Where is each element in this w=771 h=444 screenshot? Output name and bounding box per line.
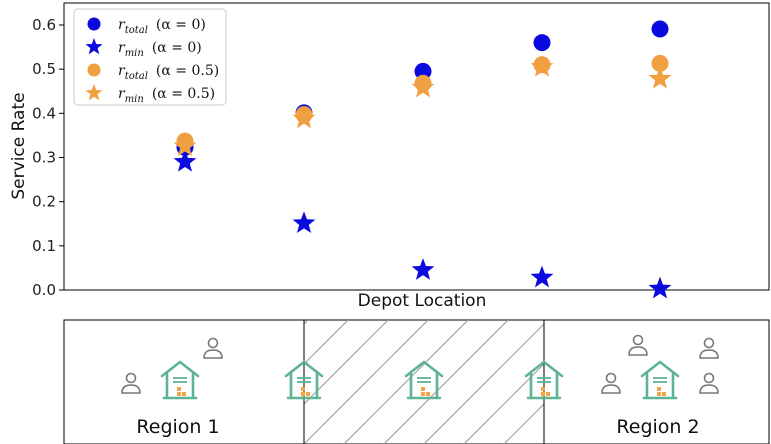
legend-alpha: (α = 0) bbox=[156, 17, 206, 33]
hatch-line bbox=[224, 320, 348, 444]
person-icon bbox=[122, 374, 140, 394]
data-point bbox=[293, 107, 316, 129]
data-point bbox=[174, 150, 197, 172]
plot-area: 0.0 0.1 0.2 0.3 0.4 0.5 0.6 Service Rate Depot… bbox=[9, 3, 769, 311]
hatch-line bbox=[464, 320, 588, 444]
person-icon bbox=[700, 374, 718, 394]
data-point bbox=[293, 211, 316, 233]
warehouse-icon bbox=[406, 362, 442, 398]
y-axis-label: Service Rate bbox=[9, 92, 29, 199]
legend-marker bbox=[88, 64, 101, 77]
person-icon bbox=[204, 339, 222, 359]
warehouse-icon bbox=[162, 362, 198, 398]
legend-marker bbox=[88, 18, 101, 31]
hatch-line bbox=[344, 320, 468, 444]
diagram-icons bbox=[122, 336, 718, 399]
y-tick-label: 0.6 bbox=[32, 16, 56, 34]
data-point bbox=[534, 34, 551, 51]
legend-alpha: (α = 0) bbox=[152, 40, 202, 56]
legend-subscript: total bbox=[125, 71, 148, 82]
region-diagram: Region 1 Region 2 bbox=[64, 320, 771, 444]
warehouse-icon bbox=[642, 362, 678, 398]
x-axis-label: Depot Location bbox=[358, 291, 487, 311]
series-1 bbox=[174, 150, 672, 298]
y-tick-label: 0.0 bbox=[32, 281, 56, 299]
y-tick-label: 0.2 bbox=[32, 193, 56, 211]
y-tick-label: 0.5 bbox=[32, 60, 56, 78]
legend-subscript: min bbox=[125, 48, 144, 59]
person-icon bbox=[629, 336, 647, 356]
y-tick-label: 0.1 bbox=[32, 237, 56, 255]
hatch-line bbox=[744, 320, 771, 444]
data-point bbox=[652, 20, 669, 37]
region-1-label: Region 1 bbox=[136, 416, 219, 438]
person-icon bbox=[602, 374, 620, 394]
y-tick-label: 0.3 bbox=[32, 149, 56, 167]
legend: rtotal (α = 0)rmin (α = 0)rtotal (α = 0.5)r… bbox=[74, 9, 226, 105]
region-2-label: Region 2 bbox=[616, 416, 699, 438]
hatch-line bbox=[704, 320, 771, 444]
data-point bbox=[531, 55, 554, 77]
data-point bbox=[531, 266, 554, 288]
data-point bbox=[412, 76, 435, 98]
legend-subscript: total bbox=[125, 25, 148, 36]
legend-subscript: min bbox=[125, 94, 144, 105]
data-point bbox=[412, 258, 435, 280]
hatch-line bbox=[384, 320, 508, 444]
legend-alpha: (α = 0.5) bbox=[156, 63, 219, 79]
hatch-line bbox=[264, 320, 388, 444]
y-tick-label: 0.4 bbox=[32, 104, 56, 122]
data-marks bbox=[174, 20, 672, 298]
person-icon bbox=[700, 339, 718, 359]
data-point bbox=[649, 67, 672, 89]
data-point bbox=[649, 277, 672, 299]
hatch-line bbox=[424, 320, 548, 444]
y-axis-ticks: 0.0 0.1 0.2 0.3 0.4 0.5 0.6 bbox=[32, 16, 64, 299]
hatch-line bbox=[304, 320, 428, 444]
legend-alpha: (α = 0.5) bbox=[152, 86, 215, 102]
